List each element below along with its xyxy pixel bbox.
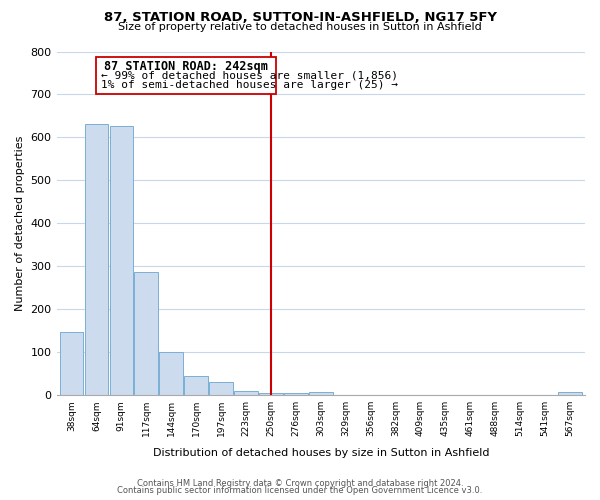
Text: Contains HM Land Registry data © Crown copyright and database right 2024.: Contains HM Land Registry data © Crown c…	[137, 478, 463, 488]
Bar	[85, 124, 108, 395]
FancyBboxPatch shape	[97, 56, 276, 94]
Bar	[184, 376, 208, 395]
Text: 87 STATION ROAD: 242sqm: 87 STATION ROAD: 242sqm	[104, 60, 268, 73]
Bar	[284, 393, 308, 395]
Bar	[134, 272, 158, 395]
Text: ← 99% of detached houses are smaller (1,856): ← 99% of detached houses are smaller (1,…	[101, 70, 398, 81]
Bar	[234, 391, 258, 395]
Bar	[558, 392, 582, 395]
Bar	[309, 392, 332, 395]
Bar	[59, 332, 83, 395]
Bar	[110, 126, 133, 395]
Text: Size of property relative to detached houses in Sutton in Ashfield: Size of property relative to detached ho…	[118, 22, 482, 32]
Text: Contains public sector information licensed under the Open Government Licence v3: Contains public sector information licen…	[118, 486, 482, 495]
Text: 87, STATION ROAD, SUTTON-IN-ASHFIELD, NG17 5FY: 87, STATION ROAD, SUTTON-IN-ASHFIELD, NG…	[104, 11, 497, 24]
Bar	[209, 382, 233, 395]
Y-axis label: Number of detached properties: Number of detached properties	[15, 136, 25, 311]
Text: 1% of semi-detached houses are larger (25) →: 1% of semi-detached houses are larger (2…	[101, 80, 398, 90]
X-axis label: Distribution of detached houses by size in Sutton in Ashfield: Distribution of detached houses by size …	[152, 448, 489, 458]
Bar	[160, 352, 183, 395]
Bar	[259, 393, 283, 395]
